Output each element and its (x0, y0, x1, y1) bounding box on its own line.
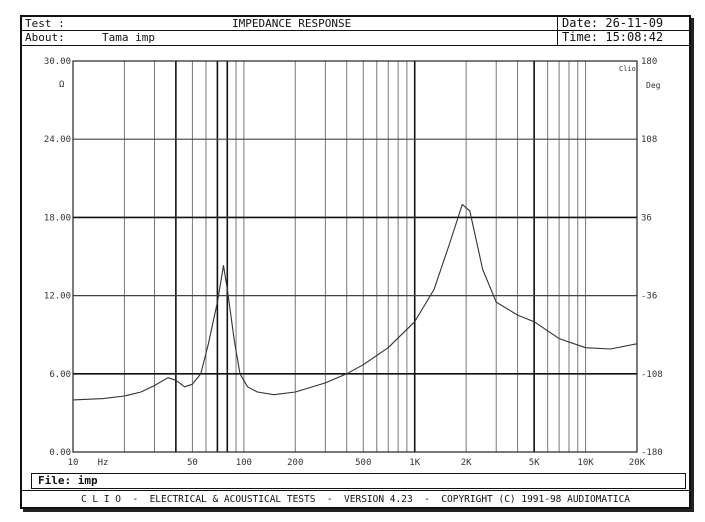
x-tick-label: 10 (68, 458, 79, 468)
x-tick-label: 50 (187, 458, 198, 468)
x-tick-label: 20K (629, 458, 646, 468)
x-tick-label: 100 (236, 458, 252, 468)
x-tick-label: 200 (287, 458, 303, 468)
x-tick-label: 5K (529, 458, 540, 468)
about-value: Tama imp (102, 31, 155, 44)
divider (557, 17, 558, 45)
y-axis-unit: Ω (59, 80, 65, 90)
divider (22, 30, 557, 31)
clio-window: Test : IMPEDANCE RESPONSE About: Tama im… (20, 15, 691, 509)
corner-label: Clio (619, 65, 636, 73)
footer: C L I O - ELECTRICAL & ACOUSTICAL TESTS … (22, 490, 689, 508)
y-tick-label: 0.00 (49, 448, 71, 458)
y2-tick-label: 180 (641, 57, 657, 67)
y2-tick-label: 36 (641, 213, 652, 223)
chart-title: IMPEDANCE RESPONSE (232, 17, 352, 30)
y-tick-label: 24.00 (44, 135, 71, 145)
y-tick-label: 18.00 (44, 213, 71, 223)
y2-axis-unit: Deg (646, 81, 661, 90)
y-tick-label: 12.00 (44, 292, 71, 302)
divider (557, 30, 689, 31)
impedance-curve (72, 203, 638, 401)
file-field: File: imp (31, 473, 686, 489)
date: Date: 26-11-09 (562, 16, 664, 30)
about-label: About: (25, 31, 65, 44)
x-tick-label: 10K (577, 458, 594, 468)
test-label: Test : (25, 17, 65, 30)
y2-tick-label: -36 (641, 292, 657, 302)
plot-border (72, 60, 638, 453)
x-tick-label: 2K (461, 458, 472, 468)
x-tick-label: 1K (409, 458, 420, 468)
y-tick-label: 6.00 (49, 370, 71, 380)
x-axis-unit: Hz (98, 458, 109, 468)
y2-tick-label: -180 (641, 448, 663, 458)
y-tick-label: 30.00 (44, 57, 71, 67)
x-tick-label: 500 (355, 458, 371, 468)
y2-tick-label: 108 (641, 135, 657, 145)
header: Test : IMPEDANCE RESPONSE About: Tama im… (22, 17, 689, 46)
time: Time: 15:08:42 (562, 30, 664, 44)
y2-tick-label: -108 (641, 370, 663, 380)
